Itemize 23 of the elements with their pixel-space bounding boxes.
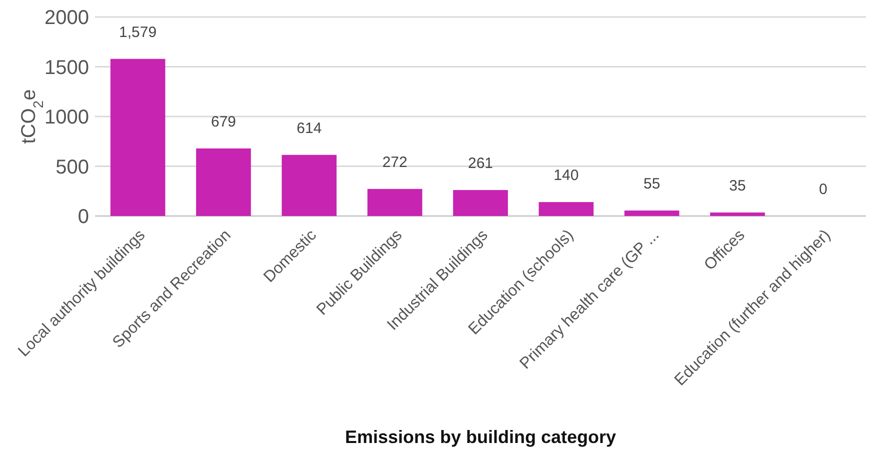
y-tick-label: 0	[78, 206, 89, 228]
bar	[282, 154, 337, 216]
data-label: 261	[468, 155, 494, 172]
y-tick-label: 2000	[44, 7, 89, 29]
bar	[538, 202, 594, 216]
data-label: 55	[643, 176, 660, 193]
data-label: 140	[554, 167, 579, 184]
y-tick-label: 1500	[44, 56, 89, 79]
data-label: 272	[382, 154, 408, 171]
y-tick-label: 500	[56, 156, 89, 178]
data-label: 0	[818, 181, 828, 198]
data-label: 1,579	[119, 24, 157, 41]
bar	[367, 188, 422, 216]
data-label: 35	[729, 178, 746, 195]
bar	[453, 190, 508, 216]
bar	[196, 148, 251, 216]
bar	[110, 58, 166, 216]
x-axis-title: Emissions by building category	[344, 427, 616, 447]
bar	[624, 210, 680, 216]
y-tick-label: 1000	[44, 106, 89, 128]
data-label: 679	[210, 113, 236, 130]
bar	[710, 212, 765, 216]
data-label: 614	[296, 120, 322, 137]
